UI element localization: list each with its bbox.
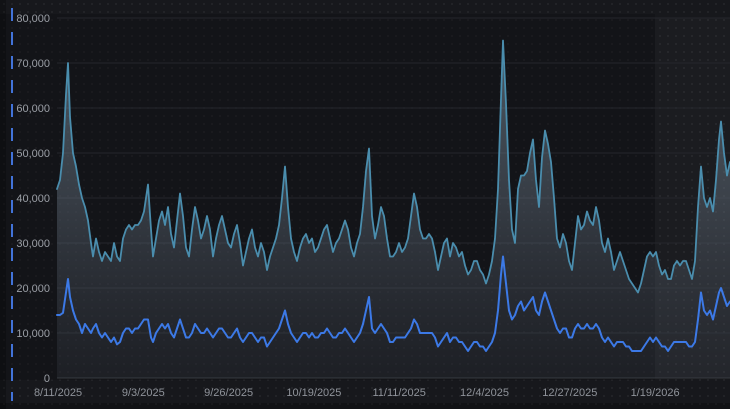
left-edge-shade (0, 0, 6, 409)
x-tick-label: 12/27/2025 (542, 387, 597, 399)
y-tick-label: 70,000 (16, 58, 50, 70)
y-tick-label: 80,000 (16, 13, 50, 25)
y-tick-label: 10,000 (16, 328, 50, 340)
bottom-edge-shade (0, 403, 730, 409)
x-tick-label: 9/3/2025 (122, 387, 165, 399)
x-tick-label: 12/4/2025 (460, 387, 509, 399)
y-tick-label: 60,000 (16, 103, 50, 115)
upper-series-area-fill (57, 40, 730, 378)
x-tick-label: 1/19/2026 (631, 387, 680, 399)
y-tick-label: 20,000 (16, 283, 50, 295)
x-tick-label: 8/11/2025 (34, 387, 82, 399)
y-tick-label: 0 (44, 373, 50, 385)
upper-series-line[interactable] (56, 39, 730, 294)
x-tick-label: 11/11/2025 (372, 387, 425, 399)
x-tick-label: 10/19/2025 (286, 387, 341, 399)
y-tick-label: 30,000 (16, 238, 50, 250)
lower-series-line[interactable] (56, 255, 730, 352)
x-tick-label: 9/26/2025 (204, 387, 253, 399)
y-tick-label: 50,000 (16, 148, 50, 160)
y-tick-label: 40,000 (16, 193, 50, 205)
